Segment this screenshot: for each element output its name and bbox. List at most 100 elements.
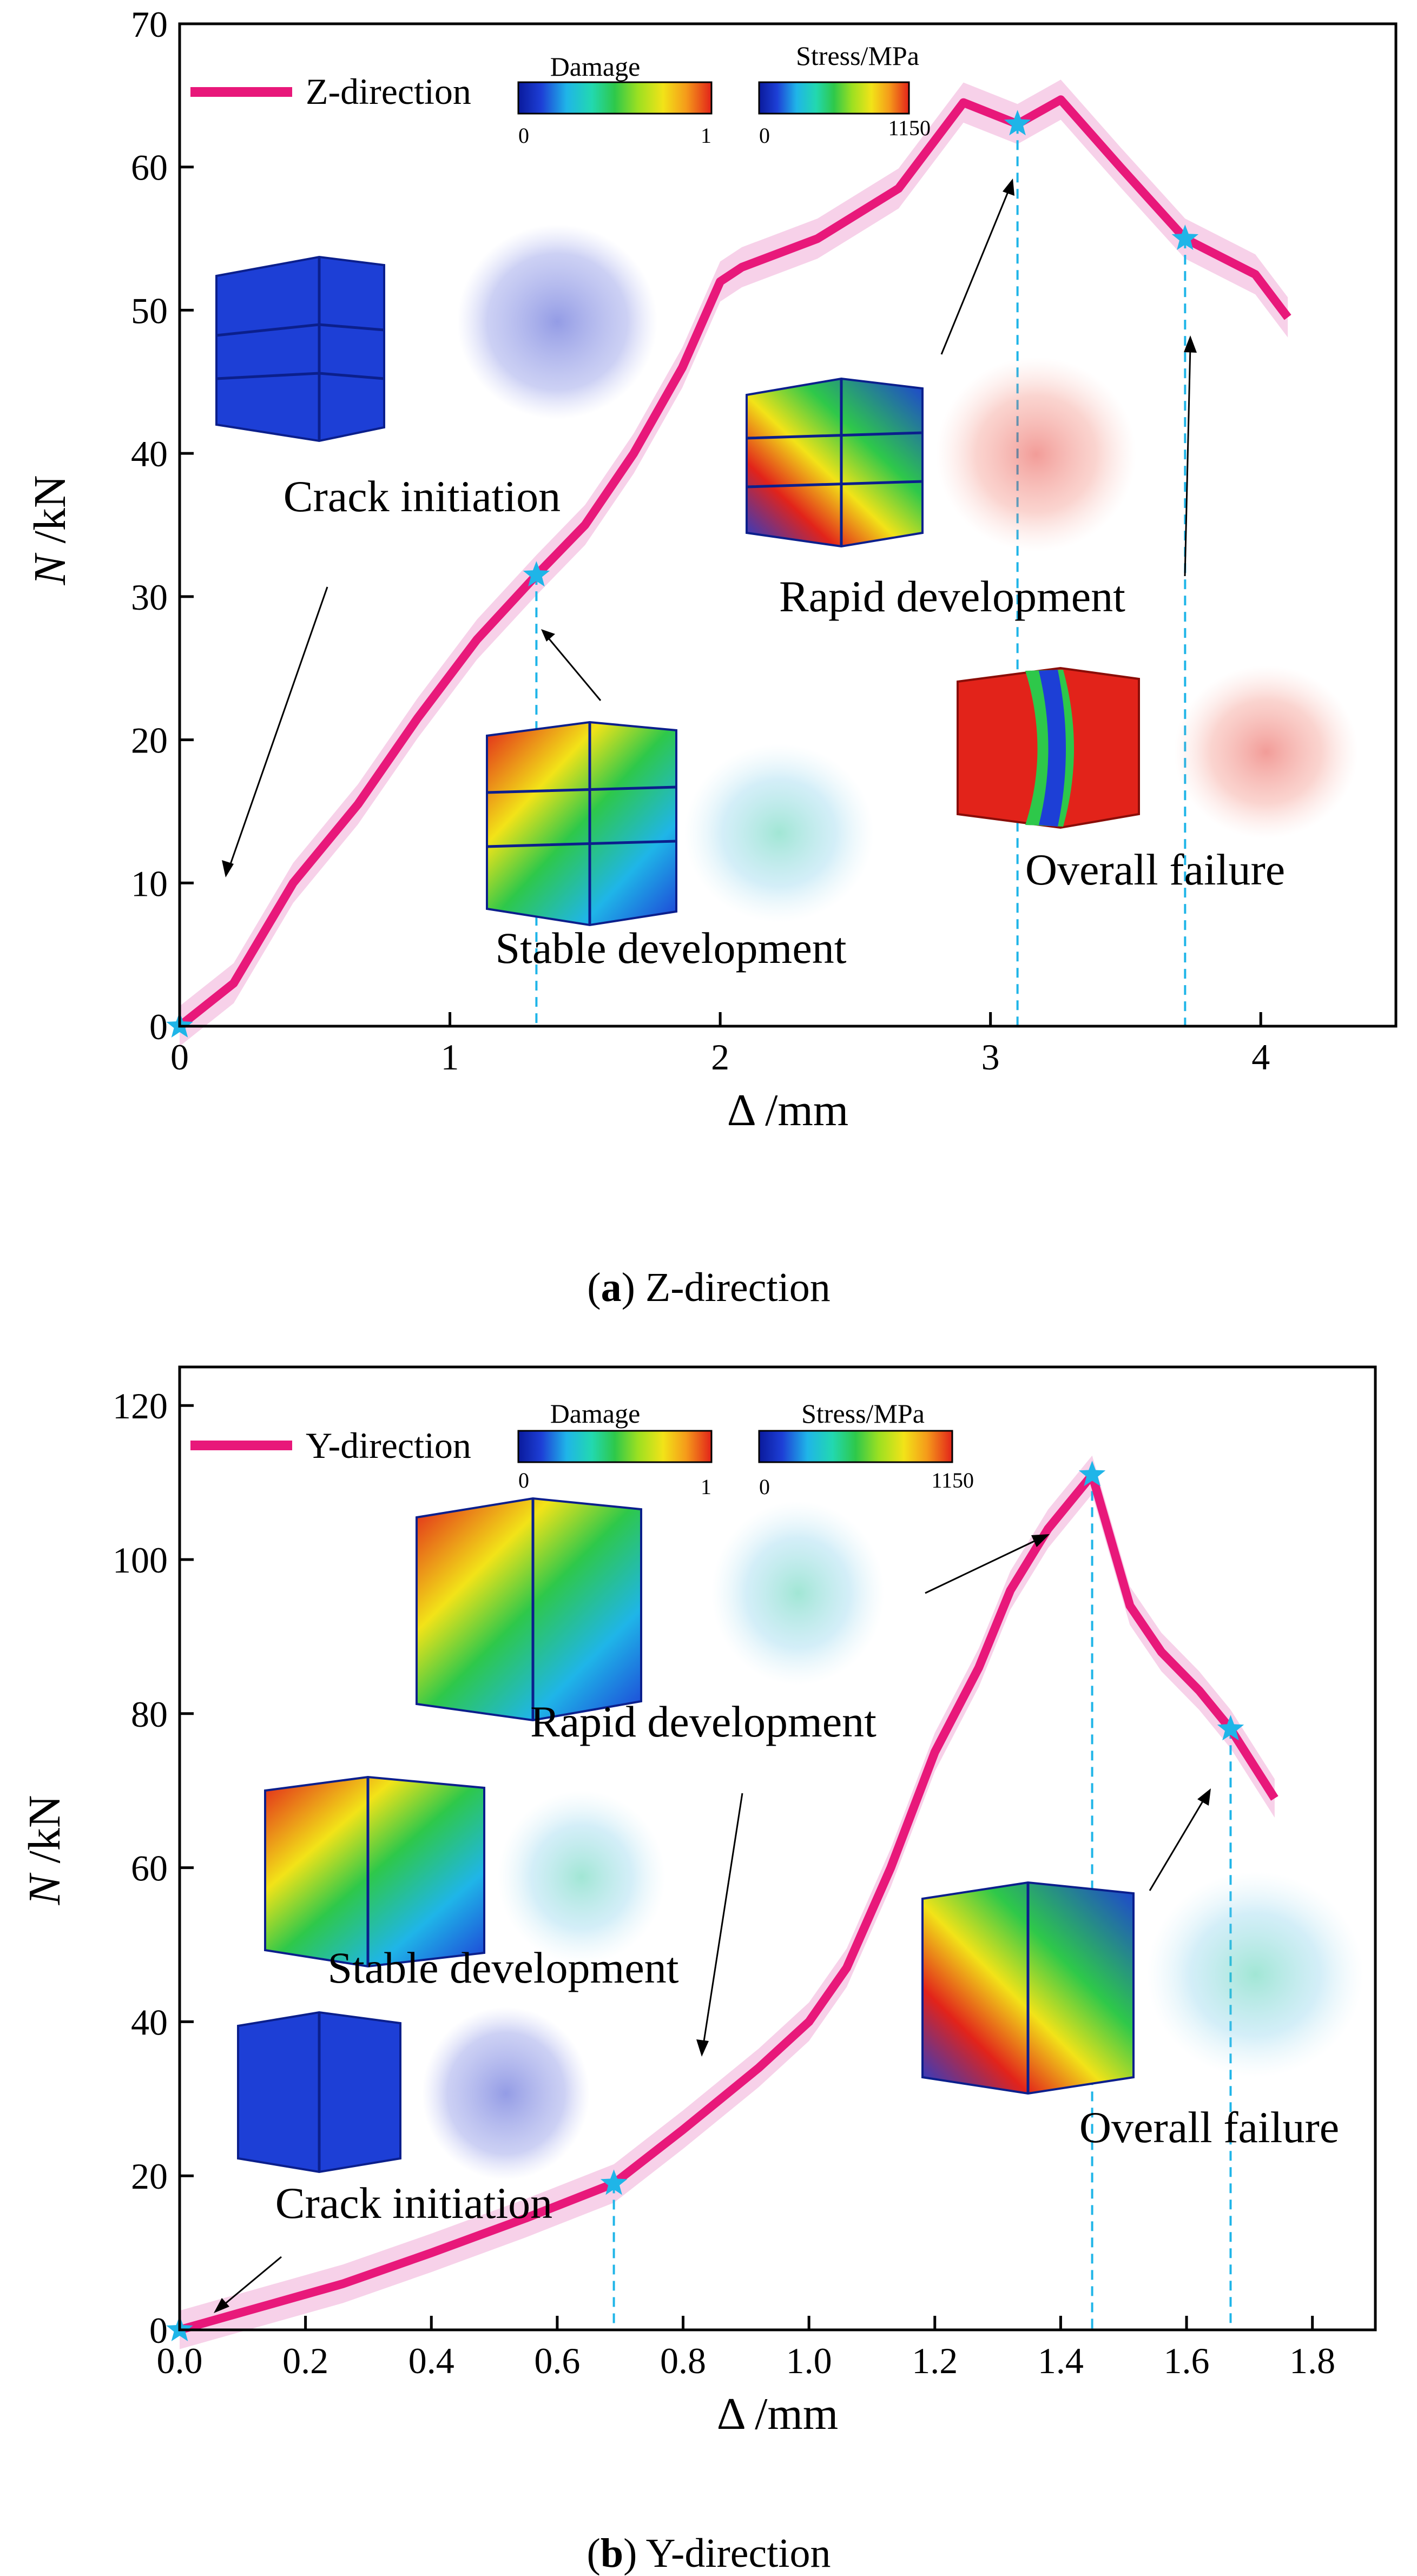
arrow-head	[1197, 1788, 1211, 1806]
colorbar-max: 1	[701, 1475, 711, 1499]
series-Y-direction	[178, 1470, 1278, 2334]
specimen-image	[486, 721, 677, 927]
colorbar-gradient	[517, 1430, 713, 1463]
fiber-cloud-image	[498, 1791, 665, 1964]
x-tick-label: 0.2	[282, 2340, 328, 2381]
inset-overall-failure: Overall failure	[957, 335, 1358, 894]
y-tick-label: 50	[131, 290, 168, 331]
legend-label: Y-direction	[306, 1425, 471, 1466]
y-tick-label: 0	[149, 1006, 168, 1047]
annotation-stable-development: Stable development	[496, 923, 847, 973]
specimen-image	[215, 255, 385, 442]
y-tick-label: 40	[131, 433, 168, 474]
arrow-line	[548, 638, 602, 701]
x-tick-label: 0.6	[534, 2340, 580, 2381]
arrow-line	[925, 1538, 1038, 1594]
colorbar-gradient	[758, 81, 910, 115]
x-tick-label: 1	[441, 1036, 459, 1078]
specimen-image	[746, 377, 924, 548]
series-line	[177, 95, 1291, 1030]
marker-1	[600, 2169, 628, 2195]
marker-3	[1171, 224, 1199, 250]
inset-stable-development: Stable development	[486, 629, 874, 973]
fiber-cloud-image	[936, 357, 1136, 552]
colorbar-min: 0	[518, 1468, 529, 1492]
specimen-edges	[746, 379, 923, 546]
y-tick-label: 20	[131, 2156, 168, 2197]
annotation-rapid-development: Rapid development	[530, 1697, 876, 1746]
x-axis-label: Δ /mm	[717, 2389, 838, 2439]
arrow-line	[702, 1793, 743, 2045]
fiber-cloud-image	[457, 224, 657, 419]
marker-guidelines	[535, 124, 1187, 1026]
y-tick-label: 40	[131, 2002, 168, 2043]
colorbar-max: 1150	[888, 116, 931, 140]
plot-frame	[178, 22, 1398, 1028]
annotation-stable-development: Stable development	[328, 1943, 679, 1992]
inset-crack-initiation: Crack initiation	[214, 2007, 590, 2313]
arrow-head	[1003, 179, 1014, 196]
x-tick-label: 0.0	[157, 2340, 203, 2381]
specimen-image	[416, 1497, 642, 1722]
series-Z-direction	[177, 95, 1291, 1030]
caption-a: (a) Z-direction	[587, 1265, 830, 1310]
colorbar-damage: Damage 0 1	[517, 51, 713, 148]
y-axis-label: N /kN	[25, 475, 75, 585]
fiber-cloud-image	[684, 744, 874, 922]
colorbar-stress: Stress/MPa 0 1150	[758, 1398, 974, 1499]
annotation-rapid-development: Rapid development	[779, 572, 1125, 621]
x-tick-label: 1.6	[1164, 2340, 1210, 2381]
annotation-overall-failure: Overall failure	[1025, 845, 1285, 894]
fiber-cloud-image	[711, 1501, 885, 1685]
y-tick-label: 10	[131, 863, 168, 904]
arrow-head	[214, 2298, 229, 2313]
colorbar-damage: Damage 0 1	[517, 1398, 713, 1499]
specimen-edges	[486, 722, 677, 925]
y-tick-label: 100	[113, 1540, 168, 1581]
y-tick-label: 30	[131, 577, 168, 618]
marker-3	[1217, 1715, 1244, 1741]
inset-rapid-development: Rapid development	[416, 1497, 1050, 1746]
colorbar-title: Stress/MPa	[796, 41, 919, 71]
x-tick-label: 0	[170, 1036, 189, 1078]
x-tick-label: 0.4	[408, 2340, 454, 2381]
x-tick-label: 0.8	[660, 2340, 706, 2381]
arrow-line	[940, 189, 1010, 355]
y-tick-label: 120	[113, 1385, 168, 1426]
fiber-cloud-image	[1174, 665, 1358, 838]
colorbar-min: 0	[759, 123, 770, 148]
x-tick-label: 3	[981, 1036, 1000, 1078]
annotation-crack-initiation: Crack initiation	[284, 472, 561, 521]
x-axis-label: Δ /mm	[727, 1085, 848, 1135]
colorbar-gradient	[517, 81, 713, 115]
legend-label: Z-direction	[306, 71, 471, 112]
fiber-cloud-image	[1147, 1872, 1363, 2077]
panel-y-direction: 0.0 0.2 0.4 0.6 0.8 1.0 1.2 1.4 1.6 1.8 0 20 40 60 80 1…	[19, 1365, 1377, 2576]
arrow-line	[229, 586, 328, 866]
marker-2	[1078, 1461, 1106, 1487]
arrow-line	[1149, 1798, 1205, 1891]
y-tick-label: 0	[149, 2310, 168, 2351]
x-tick-label: 1.4	[1038, 2340, 1084, 2381]
arrow-head	[1031, 1534, 1050, 1547]
specimen-core	[1039, 670, 1066, 827]
inset-stable-development: Stable development	[264, 1775, 743, 2057]
inset-crack-initiation: Crack initiation	[215, 224, 657, 877]
colorbar-min: 0	[759, 1475, 770, 1499]
x-tick-label: 1.8	[1289, 2340, 1335, 2381]
arrow-line	[222, 2256, 282, 2307]
y-tick-label: 60	[131, 1848, 168, 1889]
y-tick-label: 70	[131, 4, 168, 45]
marker-1	[523, 561, 550, 587]
x-tick-label: 2	[711, 1036, 729, 1078]
x-tick-label: 1.2	[912, 2340, 958, 2381]
arrow-head	[222, 860, 234, 877]
arrow-head	[696, 2039, 709, 2057]
inset-rapid-development: Rapid development	[746, 179, 1136, 621]
x-tick-label: 4	[1251, 1036, 1270, 1078]
inset-overall-failure: Overall failure	[921, 1788, 1363, 2152]
colorbar-min: 0	[518, 123, 529, 148]
colorbar-title: Damage	[550, 1398, 641, 1429]
